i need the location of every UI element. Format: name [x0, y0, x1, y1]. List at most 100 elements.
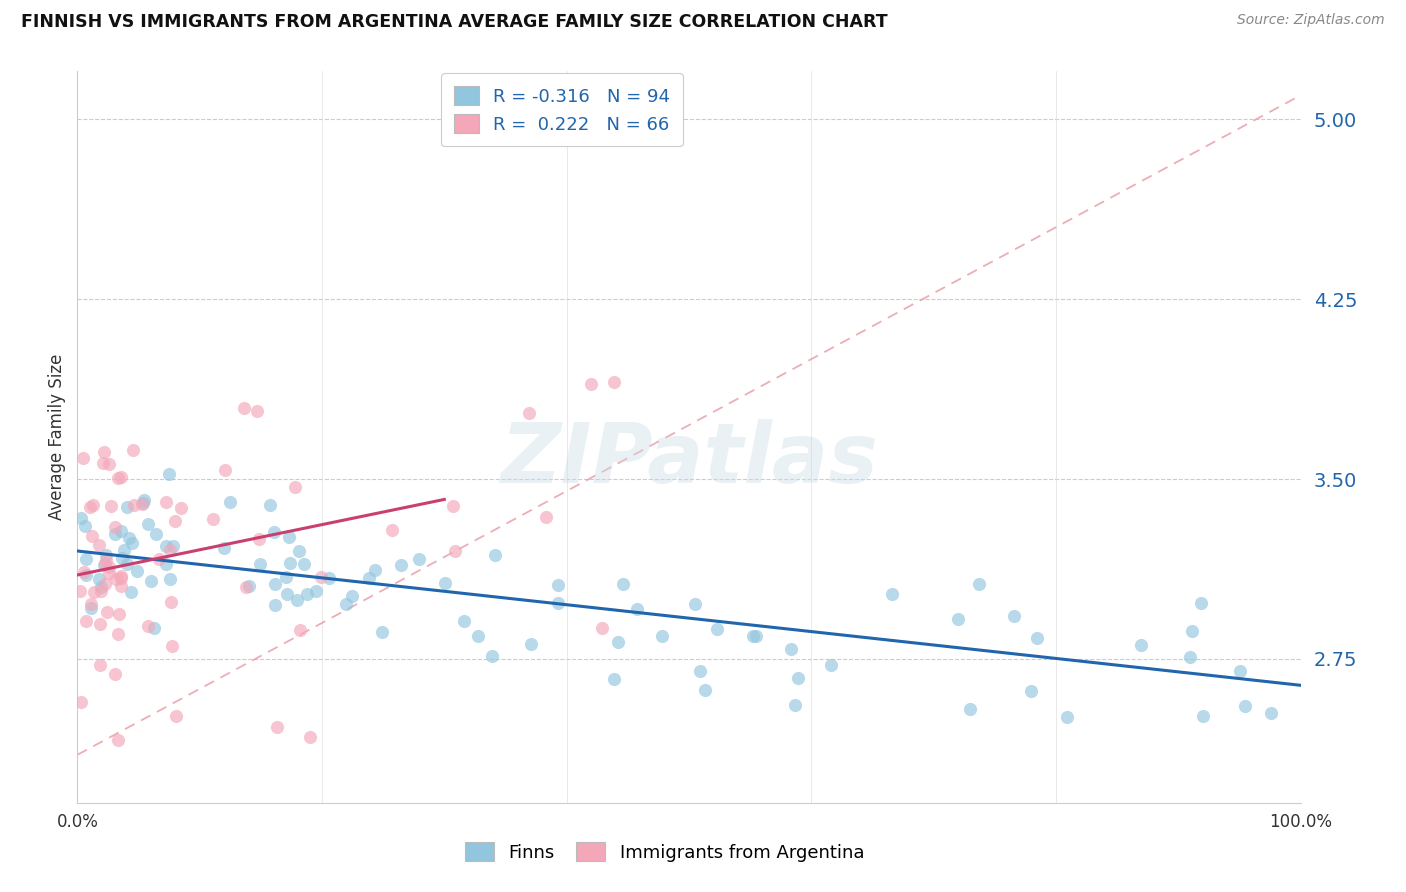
Point — [201, 512, 224, 526]
Point — [73, 519, 96, 533]
Point — [212, 541, 235, 556]
Point — [82, 498, 104, 512]
Point — [882, 587, 904, 601]
Point — [519, 637, 541, 651]
Point — [72, 450, 94, 465]
Point — [131, 498, 153, 512]
Point — [481, 648, 503, 663]
Point — [706, 622, 728, 636]
Point — [264, 576, 287, 591]
Point — [118, 531, 141, 545]
Point — [276, 570, 298, 584]
Point — [453, 614, 475, 628]
Point — [90, 580, 112, 594]
Point — [292, 558, 315, 572]
Point — [134, 492, 156, 507]
Point — [603, 672, 626, 686]
Point — [408, 551, 430, 566]
Point — [155, 494, 177, 508]
Point — [318, 571, 340, 585]
Point — [82, 529, 104, 543]
Point — [1002, 609, 1025, 624]
Point — [780, 642, 803, 657]
Point — [517, 406, 540, 420]
Point — [104, 527, 127, 541]
Point — [441, 499, 464, 513]
Point — [1025, 631, 1047, 645]
Point — [277, 530, 299, 544]
Point — [98, 559, 121, 574]
Point — [263, 598, 285, 612]
Point — [238, 579, 260, 593]
Point — [148, 552, 170, 566]
Point — [305, 584, 328, 599]
Point — [79, 500, 101, 514]
Point — [97, 566, 120, 580]
Point — [75, 614, 97, 628]
Point — [110, 524, 132, 538]
Point — [276, 587, 298, 601]
Point — [103, 520, 125, 534]
Point — [340, 589, 363, 603]
Point — [299, 730, 322, 744]
Point — [165, 708, 187, 723]
Point — [297, 587, 319, 601]
Point — [536, 510, 558, 524]
Point — [606, 635, 628, 649]
Point — [157, 467, 180, 482]
Point — [371, 624, 394, 639]
Point — [444, 543, 467, 558]
Point — [235, 580, 257, 594]
Y-axis label: Average Family Size: Average Family Size — [48, 354, 66, 520]
Point — [1181, 624, 1204, 638]
Point — [122, 498, 145, 512]
Point — [547, 596, 569, 610]
Point — [787, 671, 810, 685]
Legend: Finns, Immigrants from Argentina: Finns, Immigrants from Argentina — [456, 832, 873, 871]
Point — [1234, 698, 1257, 713]
Point — [969, 577, 991, 591]
Point — [89, 572, 111, 586]
Point — [783, 698, 806, 712]
Point — [69, 584, 91, 599]
Point — [111, 551, 134, 566]
Point — [138, 517, 160, 532]
Point — [1229, 665, 1251, 679]
Point — [89, 658, 111, 673]
Point — [160, 640, 183, 654]
Point — [159, 543, 181, 558]
Point — [115, 500, 138, 514]
Point — [683, 598, 706, 612]
Point — [107, 627, 129, 641]
Point — [136, 619, 159, 633]
Point — [91, 456, 114, 470]
Point — [145, 527, 167, 541]
Point — [1180, 650, 1202, 665]
Point — [744, 629, 766, 643]
Point — [233, 401, 256, 415]
Point — [120, 585, 142, 599]
Point — [75, 567, 97, 582]
Point — [110, 568, 132, 582]
Point — [249, 557, 271, 571]
Point — [278, 557, 301, 571]
Point — [612, 577, 634, 591]
Point — [80, 597, 103, 611]
Point — [287, 544, 309, 558]
Point — [579, 376, 602, 391]
Point — [96, 548, 118, 562]
Point — [70, 695, 93, 709]
Point — [959, 702, 981, 716]
Point — [363, 563, 385, 577]
Point — [115, 557, 138, 571]
Point — [94, 557, 117, 571]
Point — [288, 623, 311, 637]
Point — [83, 585, 105, 599]
Point — [105, 572, 128, 586]
Point — [139, 574, 162, 588]
Point — [263, 524, 285, 539]
Point — [389, 558, 412, 572]
Point — [155, 539, 177, 553]
Point — [159, 594, 181, 608]
Point — [107, 732, 129, 747]
